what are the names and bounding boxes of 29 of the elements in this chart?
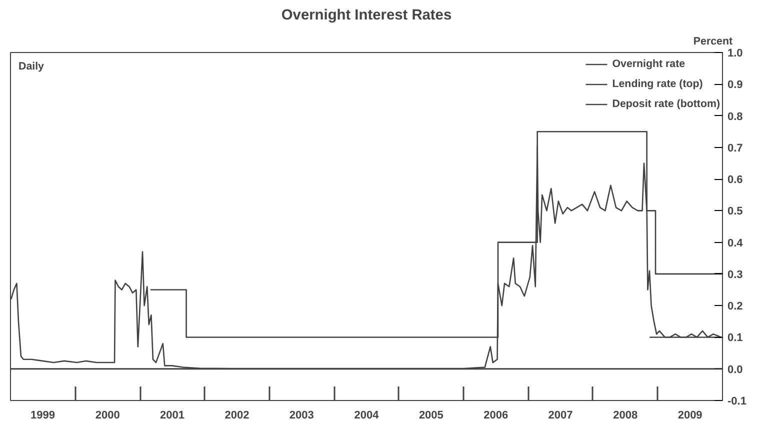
y-tick-label: 0.7 [728,142,743,154]
y-tick-label: 0.5 [728,206,743,218]
x-tick-label: 2000 [95,410,120,422]
y-tick-label: 0.9 [728,79,743,92]
y-tick-label: -0.1 [728,396,746,408]
x-tick-label: 2008 [613,410,638,422]
y-tick-label: 0.6 [728,174,743,186]
y-axis-title: Percent [693,36,733,48]
y-tick-label: 0.4 [728,237,744,250]
y-tick-label: 0.8 [728,110,743,123]
x-tick-label: 2003 [289,410,314,422]
y-tick-label: 0.2 [728,300,743,313]
x-tick-label: 2006 [484,410,508,422]
legend-label: Deposit rate (bottom) [612,98,720,110]
y-tick-label: 0.3 [728,268,743,281]
x-tick-label: 2004 [354,410,380,422]
x-tick-label: 2001 [160,410,185,422]
y-tick-label: 0.1 [728,332,743,344]
chart-title: Overnight Interest Rates [281,8,452,24]
legend-label: Overnight rate [612,58,686,70]
x-tick-label: 2009 [678,410,702,422]
x-tick-label: 1999 [30,410,55,422]
annotation: Daily [18,60,44,72]
x-tick-label: 2002 [224,410,250,422]
x-tick-label: 2007 [548,410,573,422]
y-tick-label: 0.0 [728,364,743,376]
legend-label: Lending rate (top) [612,78,703,90]
y-tick-label: 1.0 [728,48,743,60]
x-tick-label: 2005 [418,410,444,422]
